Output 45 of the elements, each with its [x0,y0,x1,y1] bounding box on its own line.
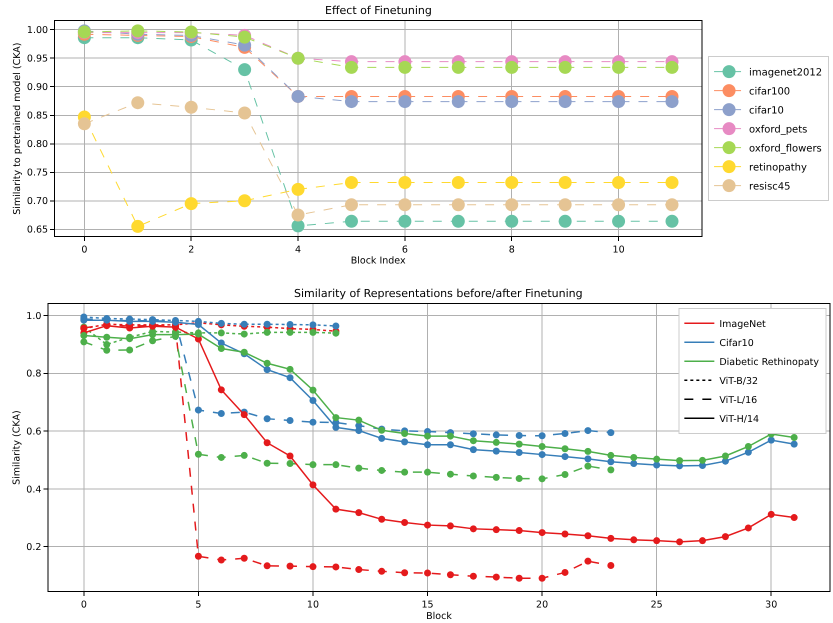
legend-label: ViT-H/14 [719,414,760,425]
y-tick-label: 0.8 [26,368,42,380]
y-tick-label: 0.80 [26,139,48,150]
x-tick-label: 10 [612,244,625,256]
y-tick-label: 1.0 [26,310,42,322]
x-axis-title: Block [426,610,452,622]
x-tick-label: 2 [188,244,194,256]
chart-title: Similarity of Representations before/after Finetuning [294,287,583,300]
x-tick-label: 6 [402,244,408,256]
y-tick-label: 0.90 [26,82,48,94]
x-tick-label: 10 [306,600,320,611]
x-axis-title: Block Index [350,256,406,267]
x-tick-label: 0 [81,244,88,256]
y-tick-label: 0.95 [26,54,48,65]
y-tick-label: 0.75 [26,168,48,179]
y-tick-label: 0.70 [26,196,48,208]
legend-label: Diabetic Rethinopaty [719,356,820,368]
y-axis-title: Similarity to pretrained model (CKA) [12,42,24,215]
legend-label: cifar10 [749,106,784,117]
legend-label: cifar100 [749,86,790,98]
x-tick-label: 25 [650,600,663,611]
legend-label: retinopathy [749,162,807,174]
x-tick-label: 8 [508,244,515,256]
x-tick-label: 5 [195,600,202,611]
x-tick-label: 30 [765,600,778,611]
legend-label: ViT-L/16 [719,394,758,406]
legend-label: Cifar10 [719,338,754,349]
x-tick-label: 20 [536,600,548,611]
y-axis-title: Similarity (CKA) [11,410,22,485]
x-tick-label: 4 [295,244,302,256]
y-tick-label: 0.65 [26,224,48,236]
y-tick-label: 0.6 [26,426,42,438]
y-tick-label: 0.2 [26,542,42,554]
legend-label: ViT-B/32 [719,376,758,387]
legend-label: oxford_pets [749,124,808,136]
y-tick-label: 1.00 [26,25,48,36]
legend-label: ImageNet [719,318,766,330]
x-tick-label: 15 [421,600,434,611]
legend-label: resisc45 [749,182,791,193]
legend-label: imagenet2012 [749,68,822,79]
y-tick-label: 0.4 [26,484,42,496]
legend-label: oxford_flowers [749,144,822,155]
x-tick-label: 0 [80,600,87,611]
y-tick-label: 0.85 [26,110,48,122]
chart-title: Effect of Finetuning [325,4,432,17]
